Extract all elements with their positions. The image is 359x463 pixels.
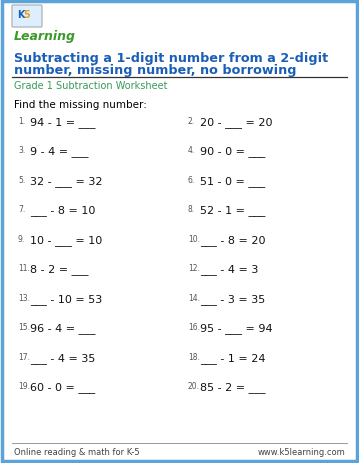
Text: 96 - 4 = ___: 96 - 4 = ___ (30, 323, 95, 334)
Text: 2.: 2. (188, 117, 195, 126)
Text: 90 - 0 = ___: 90 - 0 = ___ (200, 146, 265, 157)
Text: 17.: 17. (18, 352, 30, 361)
Text: ___ - 1 = 24: ___ - 1 = 24 (200, 352, 266, 363)
Text: 95 - ___ = 94: 95 - ___ = 94 (200, 323, 272, 334)
Text: 15.: 15. (18, 323, 30, 332)
Text: 5.: 5. (18, 175, 25, 185)
Text: ___ - 10 = 53: ___ - 10 = 53 (30, 294, 102, 304)
Text: 12.: 12. (188, 264, 200, 273)
Text: www.k5learning.com: www.k5learning.com (257, 447, 345, 456)
FancyBboxPatch shape (12, 6, 42, 28)
Text: Subtracting a 1-digit number from a 2-digit: Subtracting a 1-digit number from a 2-di… (14, 52, 328, 65)
Text: 32 - ___ = 32: 32 - ___ = 32 (30, 175, 103, 187)
Text: Online reading & math for K-5: Online reading & math for K-5 (14, 447, 140, 456)
Text: 19.: 19. (18, 382, 30, 391)
Text: 13.: 13. (18, 294, 30, 302)
Text: 10.: 10. (188, 234, 200, 244)
Text: 85 - 2 = ___: 85 - 2 = ___ (200, 382, 266, 393)
Text: 94 - 1 = ___: 94 - 1 = ___ (30, 117, 95, 128)
Text: 5: 5 (23, 10, 30, 20)
Text: ___ - 4 = 3: ___ - 4 = 3 (200, 264, 258, 275)
Text: ___ - 3 = 35: ___ - 3 = 35 (200, 294, 265, 304)
Text: Find the missing number:: Find the missing number: (14, 100, 147, 110)
Text: 7.: 7. (18, 205, 25, 214)
Text: 8 - 2 = ___: 8 - 2 = ___ (30, 264, 89, 275)
Text: 52 - 1 = ___: 52 - 1 = ___ (200, 205, 265, 216)
Text: 11.: 11. (18, 264, 30, 273)
Text: 16.: 16. (188, 323, 200, 332)
Text: ___ - 8 = 10: ___ - 8 = 10 (30, 205, 95, 216)
Text: number, missing number, no borrowing: number, missing number, no borrowing (14, 64, 297, 77)
Text: 8.: 8. (188, 205, 195, 214)
Text: 60 - 0 = ___: 60 - 0 = ___ (30, 382, 95, 393)
Text: 6.: 6. (188, 175, 195, 185)
Text: 10 - ___ = 10: 10 - ___ = 10 (30, 234, 102, 245)
Text: 3.: 3. (18, 146, 25, 155)
Text: 20 - ___ = 20: 20 - ___ = 20 (200, 117, 272, 128)
Text: 14.: 14. (188, 294, 200, 302)
Text: 20.: 20. (188, 382, 200, 391)
Text: 51 - 0 = ___: 51 - 0 = ___ (200, 175, 265, 187)
Text: Learning: Learning (14, 30, 76, 43)
Text: 9 - 4 = ___: 9 - 4 = ___ (30, 146, 89, 157)
Text: 9.: 9. (18, 234, 25, 244)
Text: K: K (17, 10, 24, 20)
Text: 4.: 4. (188, 146, 195, 155)
Text: ___ - 4 = 35: ___ - 4 = 35 (30, 352, 95, 363)
Text: Grade 1 Subtraction Worksheet: Grade 1 Subtraction Worksheet (14, 81, 168, 91)
Text: 18.: 18. (188, 352, 200, 361)
Text: ___ - 8 = 20: ___ - 8 = 20 (200, 234, 266, 245)
Text: 1.: 1. (18, 117, 25, 126)
